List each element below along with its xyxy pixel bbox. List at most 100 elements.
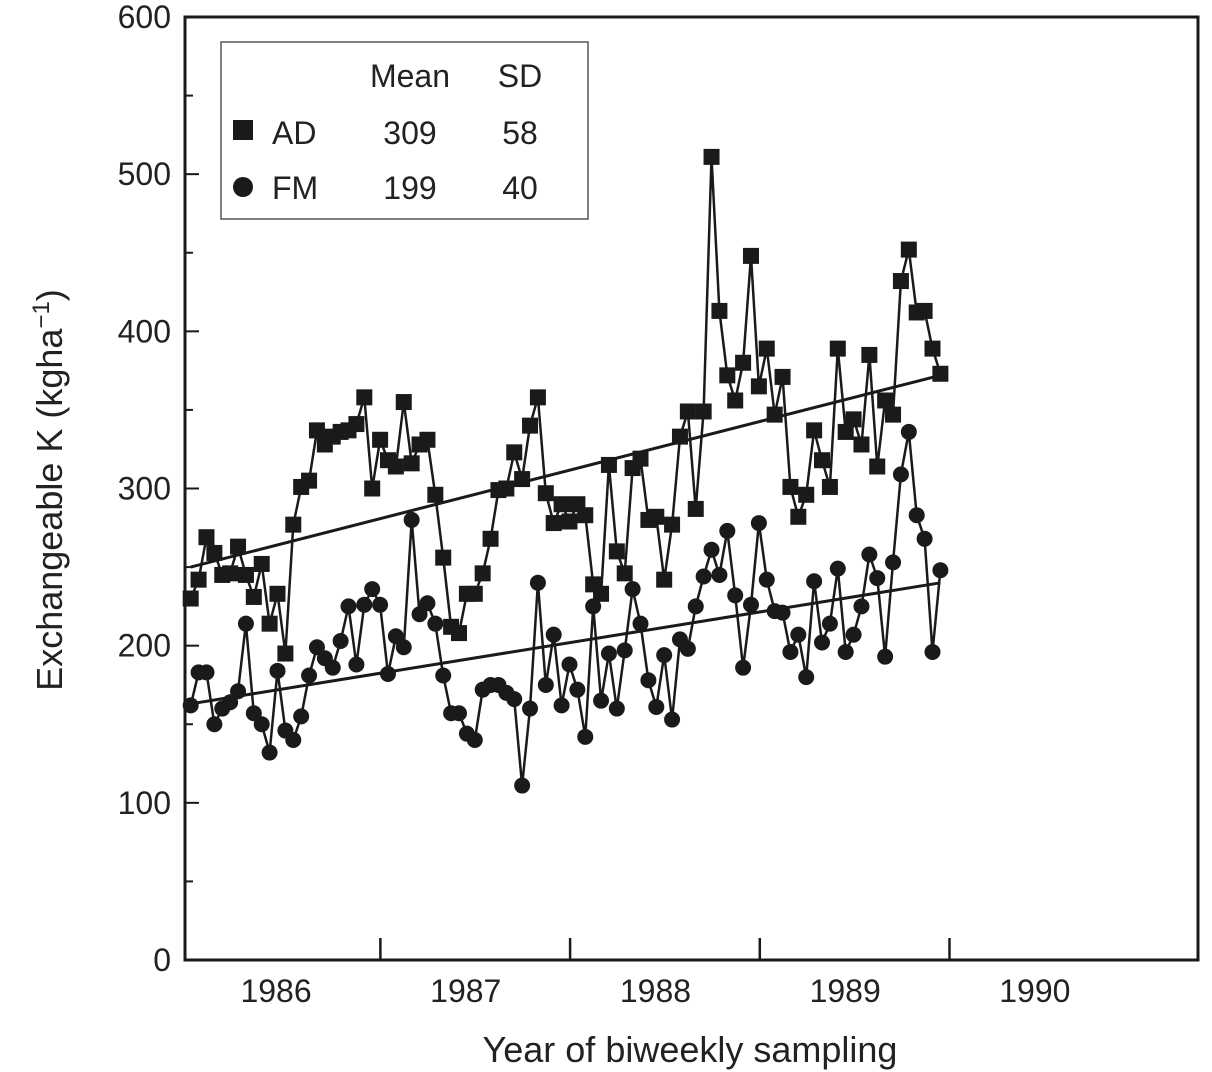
- y-axis-title-main: Exchangeable K (kgha: [29, 328, 70, 691]
- data-point-ad: [648, 508, 665, 525]
- data-point-fm: [561, 656, 578, 673]
- legend: Mean SD AD 309 58 FM 199 40: [220, 41, 589, 220]
- data-point-fm: [679, 640, 696, 657]
- data-point-fm: [798, 669, 815, 686]
- y-tick-label: 600: [118, 0, 171, 35]
- data-point-ad: [498, 480, 515, 497]
- legend-label-ad: AD: [272, 115, 316, 151]
- data-point-ad: [719, 367, 736, 384]
- data-point-fm: [466, 731, 483, 748]
- data-point-fm: [908, 507, 925, 524]
- data-point-fm: [261, 744, 278, 761]
- data-point-ad: [711, 302, 728, 319]
- y-axis: 0 100 200 300 400 500 600: [118, 0, 199, 978]
- data-point-ad: [577, 507, 594, 524]
- data-point-fm: [340, 598, 357, 615]
- y-axis-title-close: ): [29, 289, 70, 301]
- data-point-ad: [222, 565, 239, 582]
- data-point-fm: [577, 728, 594, 745]
- data-point-fm: [435, 667, 452, 684]
- data-point-fm: [821, 615, 838, 632]
- data-point-fm: [395, 639, 412, 656]
- data-point-ad: [679, 403, 696, 420]
- data-point-ad: [695, 403, 712, 420]
- data-point-fm: [285, 731, 302, 748]
- data-point-fm: [829, 560, 846, 577]
- data-point-ad: [892, 273, 909, 290]
- data-point-ad: [482, 530, 499, 547]
- data-point-fm: [632, 615, 649, 632]
- data-point-fm: [900, 423, 917, 440]
- data-point-ad: [427, 486, 444, 503]
- y-tick-label: 0: [153, 942, 171, 978]
- data-point-ad: [924, 340, 941, 357]
- data-point-ad: [435, 549, 452, 566]
- data-point-ad: [656, 571, 673, 588]
- data-point-fm: [735, 659, 752, 676]
- data-point-ad: [182, 590, 199, 607]
- x-axis: 1986 1987 1988 1989 1990: [240, 938, 1070, 1009]
- data-point-ad: [403, 455, 420, 472]
- data-point-fm: [885, 554, 902, 571]
- data-point-fm: [332, 632, 349, 649]
- x-tick-label: 1990: [999, 973, 1070, 1009]
- legend-box: [220, 41, 589, 220]
- data-point-ad: [687, 500, 704, 517]
- data-point-ad: [364, 480, 381, 497]
- x-axis-title: Year of biweekly sampling: [483, 1029, 898, 1070]
- y-axis-title-sup: −1: [28, 301, 55, 328]
- legend-sd-fm: 40: [502, 170, 538, 206]
- data-point-fm: [514, 777, 531, 794]
- data-point-fm: [301, 667, 318, 684]
- trend-line-fm: [190, 581, 941, 706]
- data-point-ad: [600, 456, 617, 473]
- data-point-ad: [916, 302, 933, 319]
- trend-lines: [190, 373, 941, 706]
- data-point-ad: [671, 428, 688, 445]
- data-point-ad: [198, 529, 215, 546]
- data-point-fm: [727, 587, 744, 604]
- data-point-fm: [719, 522, 736, 539]
- legend-circle-marker: [233, 177, 253, 197]
- data-point-fm: [750, 515, 767, 532]
- data-point-ad: [206, 544, 223, 561]
- data-point-ad: [774, 368, 791, 385]
- data-point-ad: [466, 585, 483, 602]
- y-tick-label: 100: [118, 785, 171, 821]
- y-tick-label: 200: [118, 628, 171, 664]
- data-point-fm: [703, 541, 720, 558]
- data-point-fm: [324, 659, 341, 676]
- data-point-fm: [892, 466, 909, 483]
- data-point-ad: [782, 478, 799, 495]
- series-fm: [182, 423, 949, 794]
- data-point-ad: [237, 566, 254, 583]
- data-point-ad: [419, 431, 436, 448]
- data-point-fm: [182, 697, 199, 714]
- data-point-fm: [593, 692, 610, 709]
- data-point-ad: [514, 471, 531, 488]
- data-point-fm: [837, 643, 854, 660]
- data-point-ad: [190, 571, 207, 588]
- data-point-ad: [608, 543, 625, 560]
- data-point-fm: [245, 705, 262, 722]
- data-point-fm: [348, 656, 365, 673]
- data-point-ad: [451, 625, 468, 642]
- data-point-fm: [869, 570, 886, 587]
- data-point-fm: [782, 643, 799, 660]
- data-point-fm: [545, 626, 562, 643]
- data-point-ad: [861, 346, 878, 363]
- data-point-fm: [742, 596, 759, 613]
- data-point-ad: [814, 452, 831, 469]
- y-tick-label: 500: [118, 156, 171, 192]
- data-point-fm: [269, 662, 286, 679]
- data-point-fm: [687, 598, 704, 615]
- data-point-fm: [506, 691, 523, 708]
- data-point-fm: [411, 606, 428, 623]
- data-point-ad: [506, 444, 523, 461]
- data-point-ad: [537, 485, 554, 502]
- data-point-fm: [664, 711, 681, 728]
- data-point-ad: [616, 565, 633, 582]
- data-point-fm: [616, 642, 633, 659]
- data-point-fm: [198, 664, 215, 681]
- y-axis-title: Exchangeable K (kgha−1): [28, 289, 71, 691]
